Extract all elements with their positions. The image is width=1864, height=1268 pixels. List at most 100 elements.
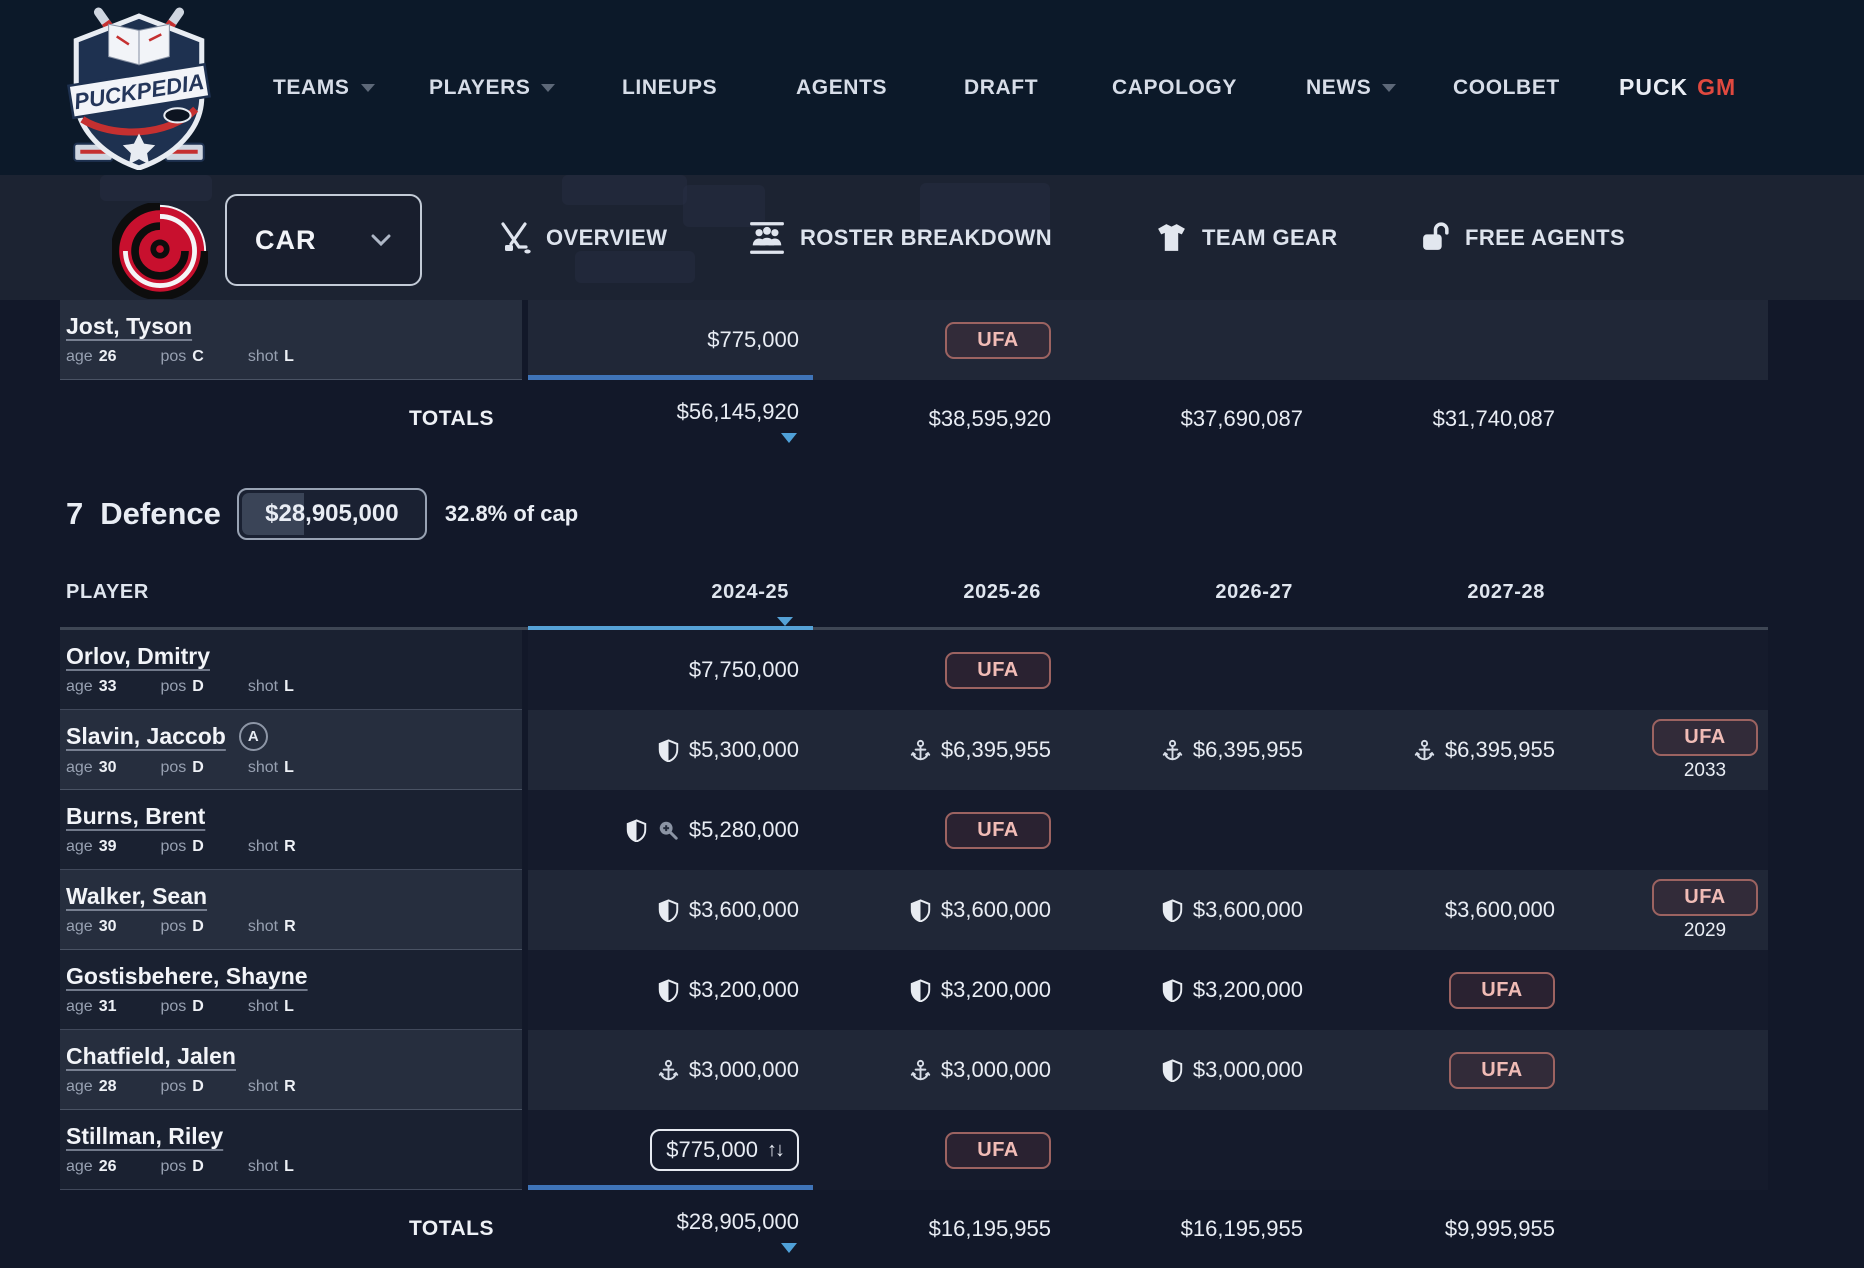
team-menu-label: FREE AGENTS [1465,224,1626,250]
team-select-dropdown[interactable]: CAR [225,194,422,286]
nav-item-capology[interactable]: CAPOLOGY [1112,0,1237,175]
player-meta-pos: pos D [161,918,204,936]
top-nav: PUCKPEDIA TEAMS PLAYERS LINEUPS AGENTS DRAFT… [0,0,1864,175]
team-menu-free-agents[interactable]: FREE AGENTS [1420,175,1625,300]
defence-cap-input[interactable]: $28,905,000 [236,488,427,540]
season-column-header[interactable]: 2027-28 [1317,558,1569,627]
meta-label: shot [247,759,279,776]
player-name-link[interactable]: Chatfield, Jalen [66,1043,236,1069]
player-name-link[interactable]: Burns, Brent [66,803,206,829]
meta-value: 30 [98,918,117,935]
nav-item-draft[interactable]: DRAFT [964,0,1038,175]
totals-value: $28,905,000 [676,1209,799,1234]
player-meta-shot: shot L [248,348,294,366]
no-move-anchor-icon [910,1059,931,1082]
cap-hit-cell: $3,600,000 [813,870,1065,950]
meta-value: L [284,759,294,776]
cap-hit-cell: $7,750,000 [528,630,813,710]
expiry-badge-cell [1569,1190,1768,1268]
nav-item-teams[interactable]: TEAMS [273,0,375,175]
cap-hit-cell: $775,000 [528,300,813,380]
meta-value: 30 [98,759,117,776]
team-menu-overview[interactable]: OVERVIEW [496,175,667,300]
totals-value: $56,145,920 [676,399,799,424]
nav-item-agents[interactable]: AGENTS [796,0,887,175]
cap-hit-input[interactable]: $775,000 ↑↓ [650,1129,799,1171]
contract-detail-zoom-icon[interactable] [657,819,679,841]
player-meta-age: age 30 [66,759,117,777]
totals-value-cell: $16,195,955 [1065,1190,1317,1268]
player-meta-shot: shot R [248,838,296,856]
totals-value: $9,995,955 [1444,1216,1555,1241]
cap-hit-value: $6,395,955 [1192,737,1303,762]
player-meta-pos: pos D [161,838,204,856]
hurricanes-team-logo[interactable] [110,201,210,301]
nav-item-news[interactable]: NEWS [1306,0,1397,175]
unlock-icon [1420,221,1451,254]
cap-hit-cell: UFA [1317,1030,1569,1110]
cap-hit-value: $775,000 [707,327,799,352]
season-column-header[interactable]: 2024-25 [528,558,813,630]
cap-hit-cell [1065,300,1317,380]
meta-label: pos [160,1078,187,1095]
nav-item-players[interactable]: PLAYERS [429,0,556,175]
ufa-badge: UFA [1449,1051,1555,1089]
meta-label: shot [247,998,279,1015]
totals-value-cell: $56,145,920 [528,380,813,458]
player-name-link[interactable]: Gostisbehere, Shayne [66,963,308,989]
totals-value-cell: $38,595,920 [813,380,1065,458]
ufa-badge: UFA [945,651,1051,689]
totals-value-cell: $16,195,955 [813,1190,1065,1268]
roster-icon [748,221,786,254]
meta-value: L [284,348,294,365]
team-menu-team-gear[interactable]: TEAM GEAR [1155,175,1338,300]
team-menu-roster-breakdown[interactable]: ROSTER BREAKDOWN [748,175,1052,300]
no-trade-shield-icon [658,978,679,1002]
nav-item-label: LINEUPS [622,75,718,99]
meta-label: age [66,838,93,855]
meta-label: pos [160,918,187,935]
puckgm-brand-link[interactable]: PUCK GM [1619,0,1736,175]
player-name-link[interactable]: Orlov, Dmitry [66,643,210,669]
no-trade-shield-icon [626,818,647,842]
meta-value: 33 [98,678,117,695]
meta-label: shot [247,918,279,935]
no-trade-shield-icon [658,898,679,922]
nav-item-label: AGENTS [796,75,888,99]
meta-label: age [66,678,93,695]
meta-value: C [192,348,204,365]
puckpedia-logo[interactable]: PUCKPEDIA [58,4,220,171]
season-column-header[interactable]: 2025-26 [813,558,1065,627]
player-meta-shot: shot R [248,918,296,936]
no-move-anchor-icon [658,1059,679,1082]
ufa-badge: UFA [1652,718,1758,756]
player-name-link[interactable]: Walker, Sean [66,883,208,909]
no-trade-shield-icon [1162,1058,1183,1082]
cap-hit-cell: $775,000 ↑↓ [528,1110,813,1190]
meta-label: age [66,1158,93,1175]
ufa-badge: UFA [945,321,1051,359]
nav-item-coolbet[interactable]: COOLBET [1453,0,1560,175]
meta-value: L [284,678,294,695]
nav-item-label: TEAMS [273,75,350,99]
season-label: 2027-28 [1467,581,1545,603]
meta-label: shot [247,1158,279,1175]
cap-hit-value: $3,200,000 [940,977,1051,1002]
meta-value: R [284,918,296,935]
player-name-link[interactable]: Jost, Tyson [66,313,193,339]
expiry-badge-cell [1569,950,1768,1030]
ufa-badge: UFA [1652,878,1758,916]
player-name-link[interactable]: Stillman, Riley [66,1123,224,1149]
nav-item-lineups[interactable]: LINEUPS [622,0,717,175]
cap-hit-cell: $3,600,000 [1317,870,1569,950]
player-name-link[interactable]: Slavin, Jaccob [66,723,226,749]
player-meta-pos: pos D [161,1158,204,1176]
meta-value: D [192,838,204,855]
season-column-header[interactable]: 2026-27 [1065,558,1317,627]
